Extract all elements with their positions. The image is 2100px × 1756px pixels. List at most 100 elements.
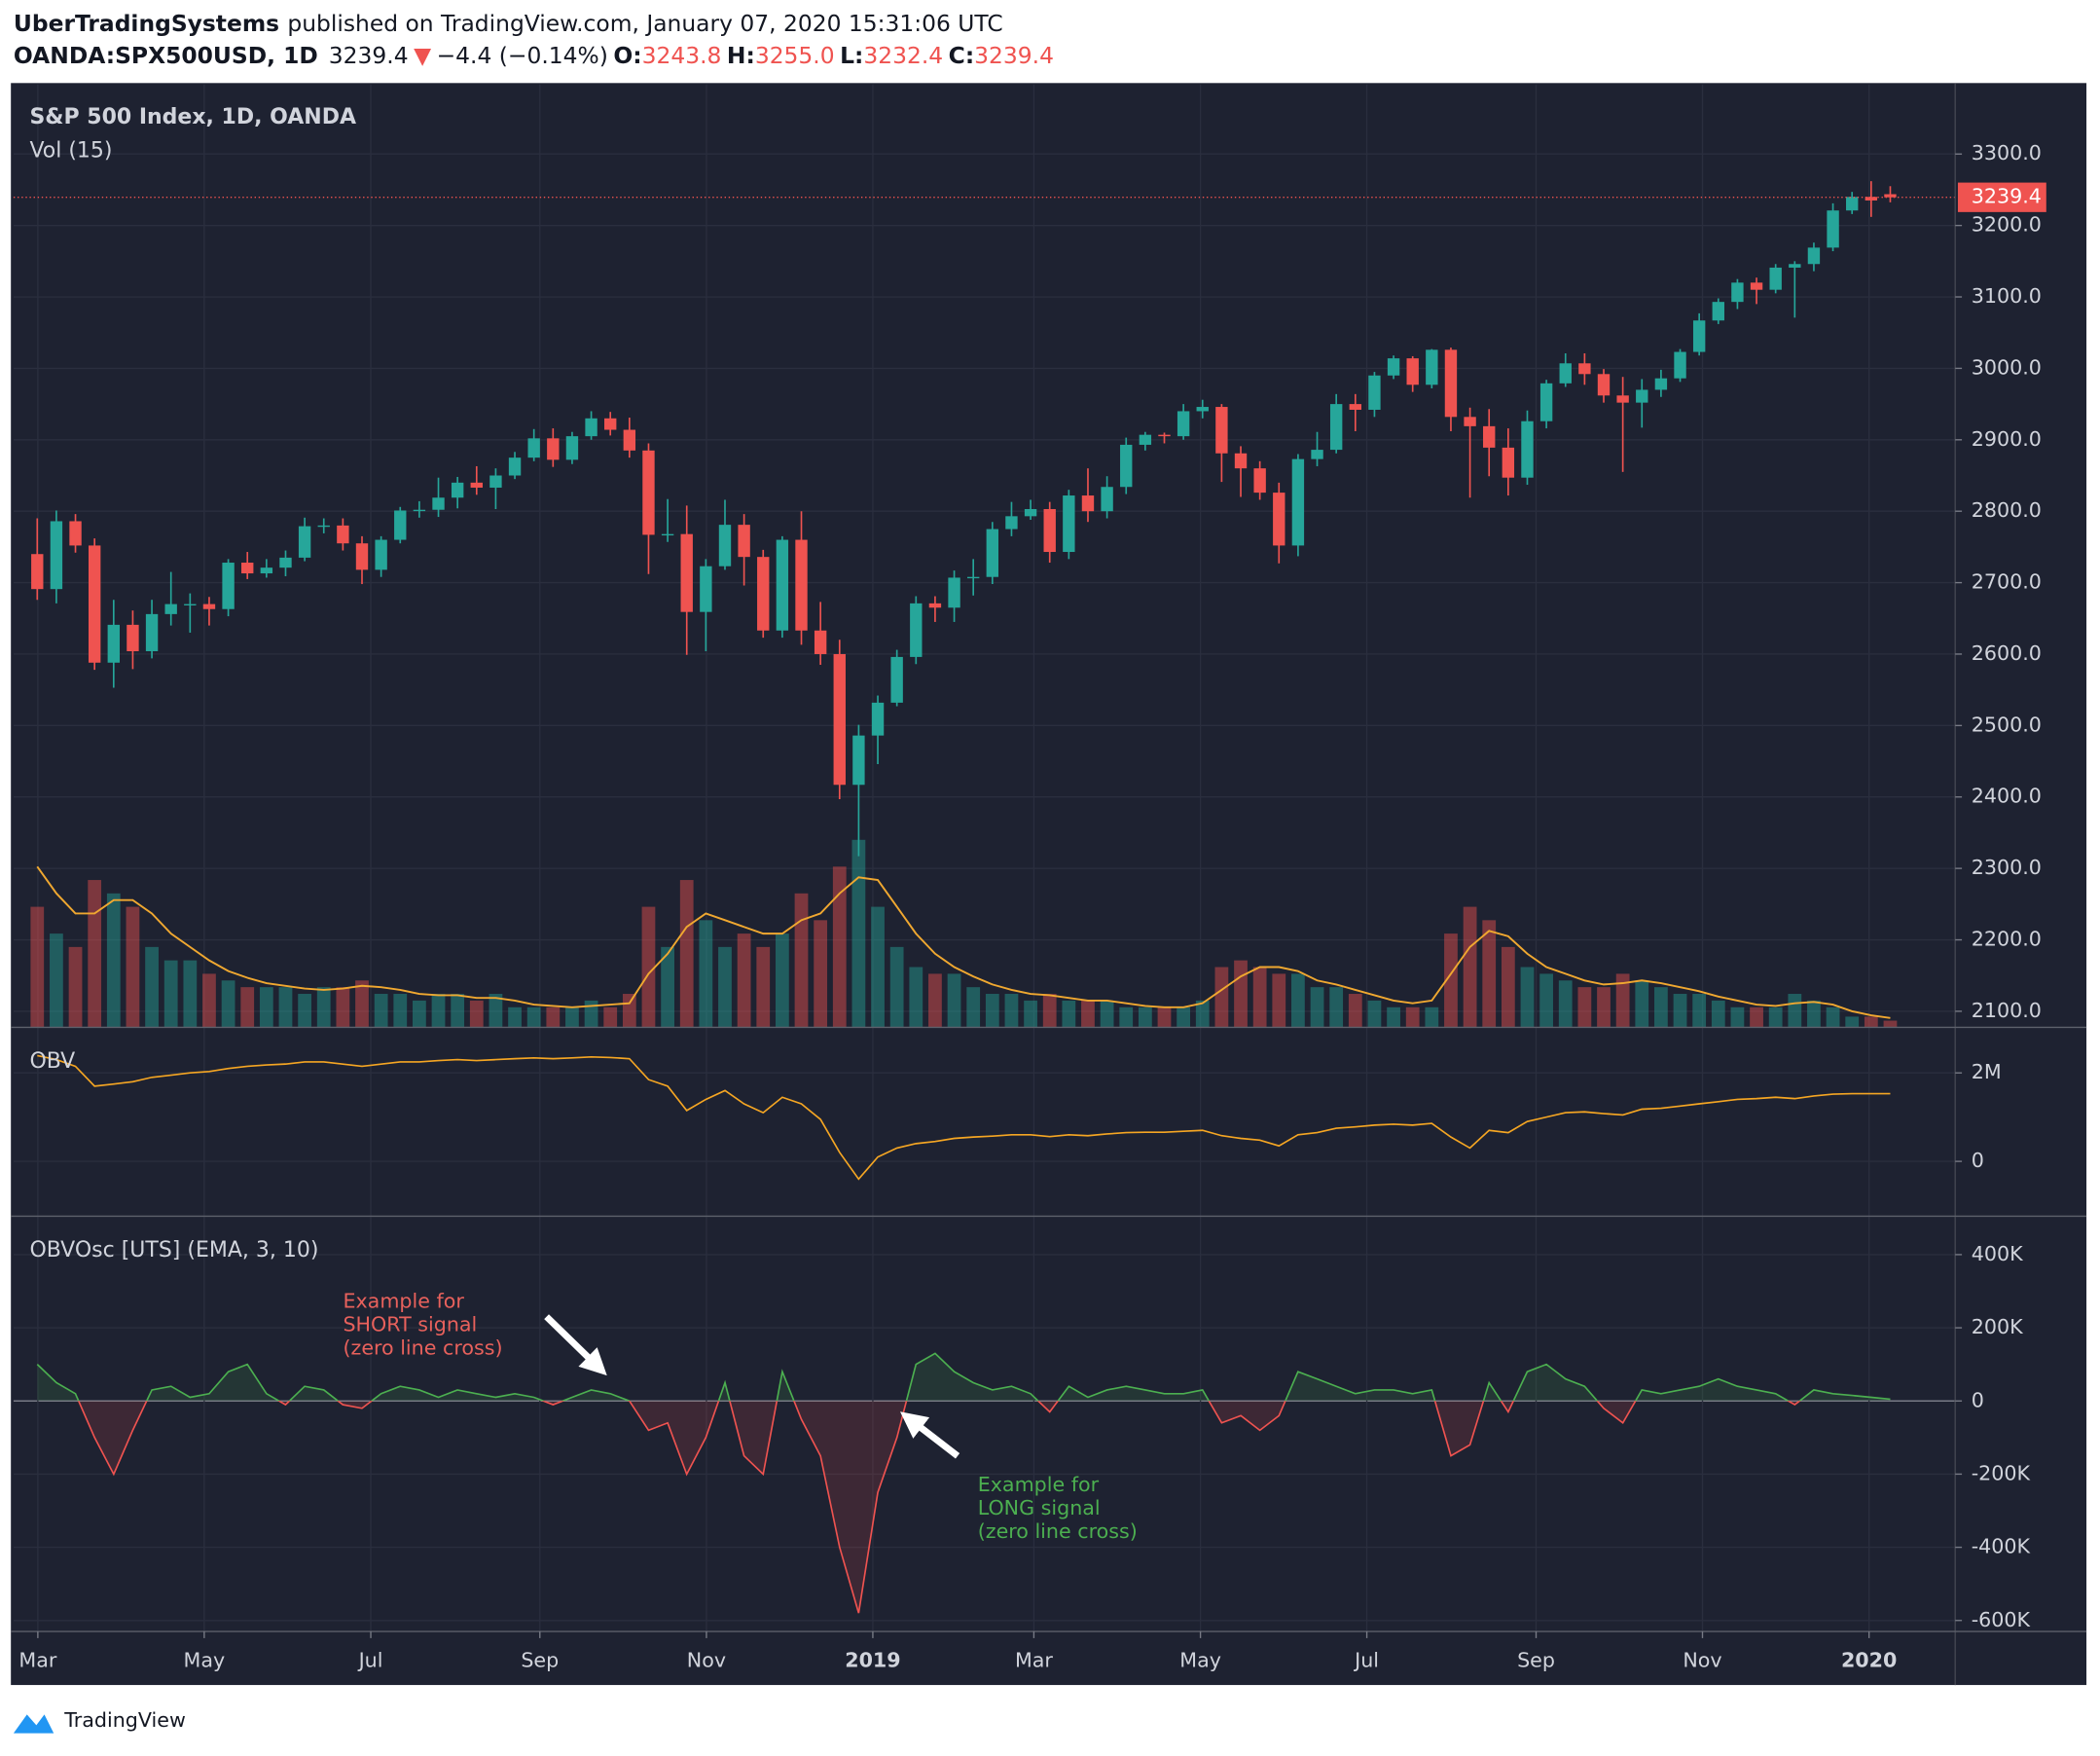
quote-line: OANDA:SPX500USD, 1D 3239.4 ▼ −4.4 (−0.14%) O… xyxy=(14,41,1054,68)
y-tick-label: 2900.0 xyxy=(1972,427,2042,451)
candle-body xyxy=(241,563,254,574)
volume-bar xyxy=(871,906,885,1028)
candle-body xyxy=(1578,363,1591,375)
volume-bar xyxy=(851,839,866,1028)
x-tick-label: May xyxy=(184,1648,226,1671)
candle-body xyxy=(432,497,445,510)
candle-body xyxy=(1024,508,1037,517)
volume-bar xyxy=(1539,973,1553,1028)
volume-bar xyxy=(30,906,45,1028)
volume-bar xyxy=(1425,1006,1439,1028)
candle-body xyxy=(470,482,483,488)
candle-body xyxy=(279,557,292,568)
volume-bar xyxy=(699,920,713,1028)
candle-body xyxy=(1654,378,1668,390)
candle-body xyxy=(31,554,44,590)
arrow xyxy=(899,1411,960,1459)
volume-bar xyxy=(526,1006,541,1028)
volume-bar xyxy=(966,987,981,1028)
footer xyxy=(0,1687,2100,1756)
volume-bar xyxy=(106,893,121,1028)
volume-bar xyxy=(1501,946,1515,1028)
ohlc-label: H: xyxy=(727,41,755,68)
candle-body xyxy=(413,509,426,512)
x-tick-label: Nov xyxy=(687,1648,726,1671)
y-tick-label: 2600.0 xyxy=(1972,641,2042,665)
volume-bar xyxy=(469,1000,484,1028)
candle-body xyxy=(565,436,579,460)
volume-bar xyxy=(1329,987,1344,1028)
volume-bar xyxy=(1291,973,1305,1028)
volume-bar xyxy=(1004,994,1019,1028)
volume-bar xyxy=(431,994,446,1028)
ohlc-value: 3232.4 xyxy=(863,41,943,68)
volume-bar xyxy=(814,920,828,1028)
last-price-label: 3239.4 xyxy=(1972,185,2042,208)
candle-body xyxy=(700,566,712,612)
y-tick-label: 2800.0 xyxy=(1972,498,2042,522)
candle-body xyxy=(1005,516,1018,530)
candle-body xyxy=(1253,468,1266,494)
volume-bar xyxy=(1615,973,1630,1028)
candle-body xyxy=(795,539,808,631)
volume-bar xyxy=(145,946,159,1028)
candle-body xyxy=(1215,407,1228,454)
candle-body xyxy=(833,653,846,786)
candle-body xyxy=(680,533,693,612)
candle-body xyxy=(948,577,960,608)
volume-bar xyxy=(50,933,63,1028)
volume-bar xyxy=(1482,920,1497,1028)
volume-bar xyxy=(183,960,198,1028)
candle-body xyxy=(966,576,980,579)
y-tick-label: 2300.0 xyxy=(1972,856,2042,879)
x-tick-label: Jul xyxy=(357,1648,383,1671)
x-tick-label: Nov xyxy=(1683,1648,1721,1671)
candle-body xyxy=(508,457,522,476)
volume-bar xyxy=(947,973,961,1028)
marks xyxy=(13,181,1956,1614)
volume-bar xyxy=(1807,1000,1821,1028)
volume-bar xyxy=(1444,933,1458,1028)
volume-bar xyxy=(584,1000,598,1028)
volume-bar xyxy=(1635,980,1649,1028)
volume-bar xyxy=(641,906,656,1028)
pane-title: S&P 500 Index, 1D, OANDA xyxy=(29,105,356,129)
candle-body xyxy=(202,604,216,609)
volume-bar xyxy=(775,933,789,1028)
candle-body xyxy=(164,604,177,614)
volume-bar xyxy=(221,980,235,1028)
volume-bar xyxy=(1750,1006,1763,1028)
candle-body xyxy=(1464,417,1476,426)
candle-body xyxy=(222,563,235,609)
volume-bar xyxy=(1387,1006,1400,1028)
volume-bar xyxy=(1081,1000,1095,1028)
volume-bar xyxy=(1788,994,1802,1028)
candle-body xyxy=(661,533,674,536)
candle-body xyxy=(1329,404,1343,451)
x-tick-label: May xyxy=(1179,1648,1221,1671)
candle-body xyxy=(1559,363,1572,384)
published: published on TradingView.com, January 07… xyxy=(287,9,1002,36)
y-tick-label: 3000.0 xyxy=(1972,355,2042,379)
candle-body xyxy=(1807,247,1821,265)
volume-bar xyxy=(718,946,732,1028)
candle-body xyxy=(1636,389,1648,403)
candle-body xyxy=(1196,407,1209,412)
candle-body xyxy=(1750,282,1763,290)
grid xyxy=(13,84,1956,1632)
y-tick-label: 2M xyxy=(1972,1060,2002,1083)
candle-body xyxy=(1101,487,1113,512)
candle-body xyxy=(451,482,464,498)
candle-body xyxy=(394,510,407,540)
candle-body xyxy=(1865,197,1878,201)
volume-bar xyxy=(1577,987,1592,1028)
candle-body xyxy=(260,567,273,574)
annotation: (zero line cross) xyxy=(978,1519,1138,1543)
candle-body xyxy=(1158,434,1171,437)
y-tick-label: 3300.0 xyxy=(1972,141,2042,165)
y-tick-label: 0 xyxy=(1972,1149,1984,1172)
volume-bar xyxy=(622,994,636,1028)
candle-body xyxy=(1273,493,1285,546)
candle-body xyxy=(986,529,999,577)
